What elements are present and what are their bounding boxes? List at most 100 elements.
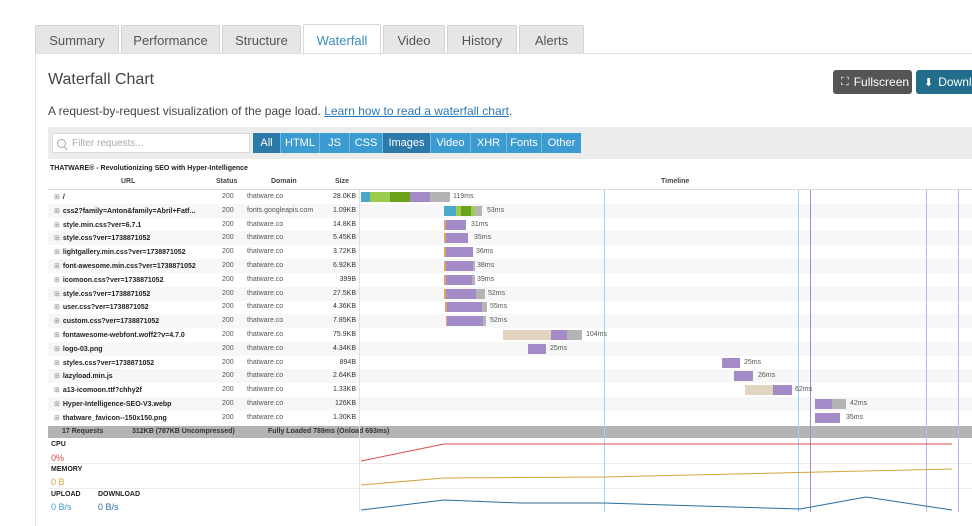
request-domain: thatware.co [247,234,284,242]
filter-css-button[interactable]: CSS [350,133,383,153]
upload-label: UPLOAD [51,491,81,498]
request-row[interactable]: ⊞ icomoon.css?ver=1738871052 200 thatware.c… [48,273,972,287]
expand-plus-icon[interactable]: ⊞ [54,221,60,229]
request-url: ⊞ icomoon.css?ver=1738871052 [54,276,163,284]
filter-html-button[interactable]: HTML [281,133,320,153]
tab-waterfall[interactable]: Waterfall [303,24,381,55]
request-size: 1.33KB [333,386,356,394]
request-domain: thatware.co [247,220,284,228]
tab-history[interactable]: History [447,25,517,54]
filter-images-button[interactable]: Images [383,133,431,153]
request-row[interactable]: ⊞ css2?family=Anton&family=Abril+Fatf... 2… [48,203,972,218]
filter-xhr-button[interactable]: XHR [471,133,507,153]
request-row[interactable]: ⊞ lightgallery.min.css?ver=1738871052 200 t… [48,245,972,259]
expand-plus-icon[interactable]: ⊞ [54,235,60,243]
filter-video-button[interactable]: Video [431,133,471,153]
request-size: 1.09KB [333,206,356,214]
request-status: 200 [222,248,234,256]
expand-plus-icon[interactable]: ⊞ [54,414,60,422]
request-status: 200 [222,262,234,269]
request-row[interactable]: ⊞ user.css?ver=1738871052 200 thatware.co 4.… [48,300,972,314]
timing-segment [370,192,390,202]
request-row[interactable]: ⊞ style.css?ver=1738871052 200 thatware.co 5… [48,231,972,246]
filter-other-button[interactable]: Other [542,133,581,153]
download-icon: ⬇ [924,76,934,89]
tab-video[interactable]: Video [383,25,445,54]
tab-performance[interactable]: Performance [121,25,220,54]
request-status: 200 [222,372,234,380]
expand-plus-icon[interactable]: ⊞ [54,318,60,326]
timing-segment [722,357,740,368]
search-icon [57,138,66,148]
request-size: 7.85KB [333,317,356,325]
filter-all-button[interactable]: All [253,133,281,153]
request-domain: thatware.co [247,289,284,297]
request-row[interactable]: ⊞ thatware_favicon--150x150.png 200 thatwar… [48,411,972,425]
timing-segment [446,233,468,244]
expand-plus-icon[interactable]: ⊞ [54,401,60,408]
request-size: 2.64KB [333,372,356,380]
expand-plus-icon[interactable]: ⊞ [54,194,60,201]
tab-summary[interactable]: Summary [35,25,119,54]
timing-segment [446,247,473,258]
expand-plus-icon[interactable]: ⊞ [54,207,60,215]
timing-segment [815,399,832,409]
search-input[interactable]: Filter requests... [52,133,250,153]
column-header-domain: Domain [271,178,297,185]
request-status: 200 [222,220,234,228]
download-value: 0 B/s [98,502,119,512]
request-row[interactable]: ⊞ style.css?ver=1738871052 200 thatware.co 2… [48,286,972,301]
expand-plus-icon[interactable]: ⊞ [54,290,60,298]
request-row[interactable]: ⊞ logo-03.png 200 thatware.co 4.34KB [48,341,972,356]
timing-segment [447,302,482,313]
request-row[interactable]: ⊞ font-awesome.min.css?ver=1738871052 200 t… [48,259,972,273]
filter-js-button[interactable]: JS [320,133,350,153]
request-url-text: font-awesome.min.css?ver=1738871052 [62,263,196,270]
expand-plus-icon[interactable]: ⊞ [54,332,60,339]
expand-plus-icon[interactable]: ⊞ [54,359,60,367]
request-row[interactable]: ⊞ styles.css?ver=1738871052 200 thatware.co… [48,356,972,370]
expand-plus-icon[interactable]: ⊞ [54,304,60,312]
fullscreen-button[interactable]: ⛶ Fullscreen [833,70,912,94]
request-duration: 35ms [474,234,492,242]
tab-alerts[interactable]: Alerts [519,25,584,54]
request-url: ⊞ Hyper-Intelligence-SEO-V3.webp [54,400,171,408]
request-url-text: fontawesome-webfont.woff2?v=4.7.0 [62,332,185,339]
request-duration: 104ms [586,331,608,338]
request-row[interactable]: ⊞ style.min.css?ver=6.7.1 200 thatware.co 14… [48,218,972,232]
column-header-status: Status [216,178,238,185]
request-domain: thatware.co [247,400,284,407]
timing-segment [475,205,482,216]
request-duration: 26ms [758,372,776,380]
request-row[interactable]: ⊞/ 200 thatware.co 28.0KB [48,190,972,204]
expand-plus-icon[interactable]: ⊞ [54,263,60,270]
request-duration: 31ms [471,220,489,228]
tab-structure[interactable]: Structure [222,25,301,54]
metric-divider [48,488,972,489]
timing-segment [471,205,475,216]
request-row[interactable]: ⊞ lazyload.min.js 200 thatware.co 2.64KB [48,369,972,384]
request-url-text: logo-03.png [62,345,103,353]
request-size: 28.0KB [333,193,356,200]
request-row[interactable]: ⊞ fontawesome-webfont.woff2?v=4.7.0 200 tha… [48,328,972,342]
timing-segment [745,385,773,396]
panel-border [35,54,36,526]
expand-plus-icon[interactable]: ⊞ [54,276,60,284]
request-size: 4.36KB [333,303,356,311]
expand-plus-icon[interactable]: ⊞ [54,373,60,381]
search-placeholder: Filter requests... [72,137,144,149]
help-link[interactable]: Learn how to read a waterfall chart [324,104,509,118]
cpu-label: CPU [51,441,66,448]
filter-fonts-button[interactable]: Fonts [507,133,542,153]
page-title: Waterfall Chart [48,71,155,88]
timing-segment [446,288,476,299]
request-row[interactable]: ⊞ a13-icomoon.ttf?chhy2f 200 thatware.co 1.3… [48,383,972,397]
expand-plus-icon[interactable]: ⊞ [54,345,60,353]
request-row[interactable]: ⊞ custom.css?ver=1738871052 200 thatware.co… [48,314,972,329]
request-domain: thatware.co [247,344,284,352]
expand-plus-icon[interactable]: ⊞ [54,249,60,257]
request-row[interactable]: ⊞ Hyper-Intelligence-SEO-V3.webp 200 thatwa… [48,397,972,411]
request-size: 3.72KB [333,248,356,256]
expand-plus-icon[interactable]: ⊞ [54,387,60,395]
download-button[interactable]: ⬇ Downlo [916,70,972,94]
